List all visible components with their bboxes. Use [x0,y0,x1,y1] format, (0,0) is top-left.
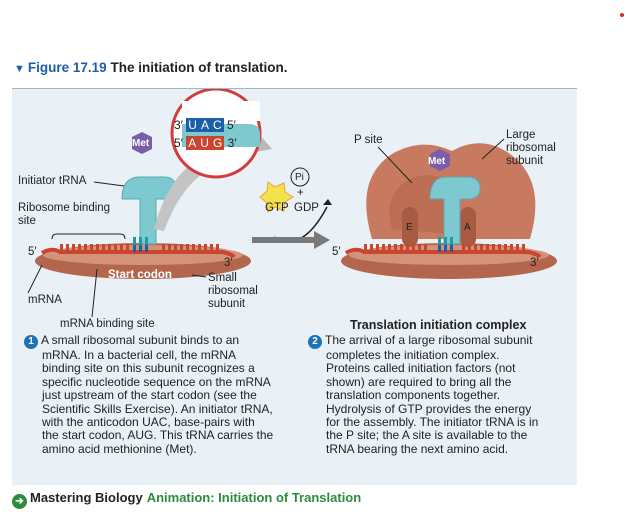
anticodon-a: A [198,118,211,132]
plus-label: + [297,187,304,199]
start-codon-label: Start codon [108,269,172,281]
figure-heading: ▼ Figure 17.19 The initiation of translat… [14,60,287,75]
step2-line: for the assembly. The initiator tRNA is … [326,415,539,430]
step1-line: A small ribosomal subunit binds to an [41,333,240,347]
anticodon-c: C [210,118,224,132]
small-subunit-label-1: Small [208,272,237,284]
three-prime-left: 3′ [224,257,233,269]
three-prime-right: 3′ [530,257,539,269]
p-site-label: P site [354,134,383,146]
codon-g: G [210,136,225,150]
mrna-label: mRNA [28,294,62,306]
step2-line: translation components together. [326,388,501,403]
translation-diagram [27,89,557,318]
codon-bottom-3prime: 3′ [227,136,237,150]
codon-u: U [198,136,211,150]
small-subunit-label-3: subunit [208,298,246,310]
a-site-label: A [464,222,471,233]
step2-line: shown) are required to bring all the [326,374,512,389]
step2-line: Hydrolysis of GTP provides the energy [326,401,532,416]
e-site-pocket [402,207,418,247]
step2-caption: 2 The arrival of a large ribosomal subuni… [308,333,539,456]
step1-line: the start codon, AUG. This tRNA carries … [42,428,274,443]
corner-dot [620,13,624,17]
start-codon-bases [133,244,148,252]
codon-a: A [186,136,199,150]
trna-leader [93,181,125,187]
mrna-bases-left [60,244,219,252]
mastering-link-row[interactable]: ➔ Mastering Biology Animation: Initiation … [12,490,361,509]
figure-title: The initiation of translation. [110,60,288,75]
figure-number: Figure 17.19 [27,60,107,75]
start-codon-bases-right [438,244,453,252]
met-hexagon-left [132,132,152,154]
e-site-label: E [406,222,413,233]
gtp-label: GTP [265,202,289,214]
gtp-arrowhead [323,199,332,205]
met-label-left: Met [132,138,150,149]
step2-number: 2 [308,335,322,349]
step2-line: Proteins called initiation factors (not [326,361,516,376]
initiator-trna-label: Initiator tRNA [18,175,87,187]
trna-right [429,176,481,245]
large-subunit-label-1: Large [506,129,536,141]
step2-line: The arrival of a large ribosomal subunit [325,333,533,347]
initiation-complex-title: Translation initiation complex [350,318,527,332]
met-label-right: Met [428,156,446,167]
pi-circle [290,167,310,187]
step1-line: just upstream of the start codon (see th… [42,388,257,403]
step1-line: Scientific Skills Exercise). An initiato… [42,401,273,416]
zoom-bg [182,101,260,121]
large-subunit-leader [481,138,505,160]
ribosome-binding-label-1: Ribosome binding [18,202,111,214]
gtp-star [259,181,294,213]
ribosome-binding-label-2: site [18,215,36,227]
five-prime-left: 5′ [28,246,37,258]
step1-line: binding site on this subunit recognizes … [42,361,255,376]
mrna-binding-site-leader [91,268,98,318]
anticodon-u: U [186,118,199,132]
mrna-leader [27,264,43,294]
small-subunit-label-2: ribosomal [208,285,258,297]
step1-line: amino acid methionine (Met). [42,441,197,456]
step1-number: 1 [24,335,38,349]
mrna-binding-site-label: mRNA binding site [60,318,155,330]
large-subunit-label-3: subunit [506,155,544,167]
a-site-pocket [460,207,476,247]
gdp-label: GDP [294,202,319,214]
step1-line: with the anticodon UAC, base-pairs with [42,415,255,430]
codon-bottom-5prime: 5′ [174,136,183,150]
small-subunit-leader [191,274,207,278]
five-prime-right: 5′ [332,246,341,258]
met-hexagon-right [430,149,450,171]
codon-top-5prime: 5′ [226,118,236,132]
mrna-bases-right [364,244,525,252]
animation-link[interactable]: Animation: Initiation of Translation [146,490,362,505]
large-subunit-label-2: ribosomal [506,142,556,154]
p-site-leader [377,146,413,184]
step-arrow [252,231,330,249]
mastering-brand: Mastering Biology [30,490,143,505]
step1-line: mRNA. In a bacterial cell, the mRNA [42,348,237,362]
step2-line: the P site; the A site is available to t… [326,428,528,443]
arrow-right-icon: ➔ [12,494,27,509]
step2-line: tRNA bearing the next amino acid. [326,441,509,456]
triangle-down-icon: ▼ [14,63,25,75]
step1-line: specific nucleotide sequence on the mRNA [42,374,271,389]
binding-site-bracket [51,233,126,240]
pi-label: Pi [295,172,304,183]
step2-line: completes the initiation complex. [326,348,500,362]
codon-top-3prime: 3′ [174,118,183,132]
